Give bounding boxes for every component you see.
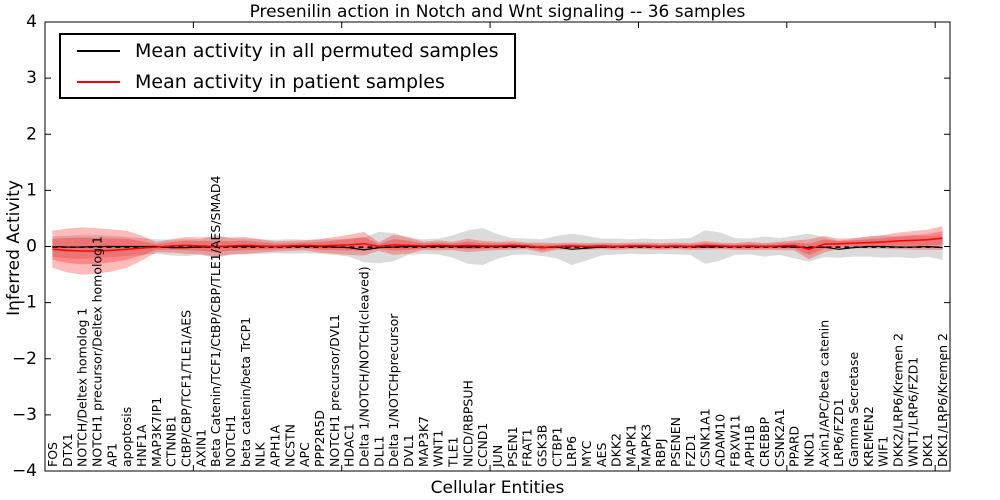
category-label: Gamma Secretase (846, 352, 861, 467)
category-label: APH1A (267, 425, 282, 467)
category-label: Delta 1/NOTCH/NOTCH(cleaved) (356, 266, 371, 467)
category-label: WIF1 (876, 436, 891, 467)
y-tick-label: −2 (12, 349, 37, 369)
category-label: Axin1/APC/beta catenin (816, 320, 831, 467)
chart-title: Presenilin action in Notch and Wnt signa… (249, 2, 746, 22)
y-tick-label: −4 (12, 461, 37, 481)
legend-label-permuted: Mean activity in all permuted samples (135, 39, 499, 62)
legend-label-patient: Mean activity in patient samples (135, 70, 445, 93)
category-label: NKD1 (802, 432, 817, 467)
category-label: HNF1A (134, 424, 149, 467)
permuted-line-swatch (77, 49, 120, 52)
legend: Mean activity in all permuted samples Me… (59, 33, 516, 99)
category-label: LRP6/FZD1 (831, 398, 846, 467)
category-label: RBPJ (653, 439, 668, 468)
category-label: apoptosis (119, 407, 134, 467)
category-label: CCND1 (475, 423, 490, 467)
category-label: FZD1 (683, 434, 698, 467)
category-label: PPARD (787, 426, 802, 467)
patient-line-swatch (77, 80, 120, 83)
category-label: NOTCH1 precursor/DVL1 (327, 314, 342, 467)
category-label: NICD/RBPSUH (460, 380, 475, 467)
category-label: APC (297, 442, 312, 467)
category-label: Beta Catenin/TCF1/CtBP/CBP/TLE1/AES/SMAD… (208, 176, 223, 467)
category-label: AES (594, 443, 609, 467)
category-label: GSK3B (535, 425, 550, 467)
category-label: CTBP1 (549, 427, 564, 467)
y-tick-label: −3 (12, 405, 37, 425)
category-label: DKK2 (609, 433, 624, 467)
category-label: FRAT1 (520, 428, 535, 467)
y-tick-label: 4 (26, 12, 37, 32)
category-label: KREMEN2 (861, 406, 876, 467)
category-label: JUN (490, 445, 505, 468)
category-label: CREBBP (757, 417, 772, 467)
category-label: NCSTN (282, 424, 297, 467)
y-tick-label: −1 (12, 293, 37, 313)
category-label: TLE1 (445, 437, 460, 468)
category-label: NOTCH1 precursor/Deltex homolog 1 (89, 236, 104, 467)
category-label: DTX1 (60, 433, 75, 467)
category-label: MAPK3 (638, 424, 653, 467)
category-label: HDAC1 (342, 423, 357, 467)
category-label: MAP3K7 (416, 416, 431, 467)
category-label: FBXW11 (727, 414, 742, 467)
category-label: DVL1 (401, 434, 416, 467)
category-label: DLL1 (371, 435, 386, 467)
category-label: LRP6 (564, 436, 579, 467)
category-label: PSENEN (668, 417, 683, 467)
category-label: NOTCH/Deltex homolog 1 (75, 308, 90, 467)
category-label: NLK (253, 442, 268, 467)
category-label: CTNNB1 (164, 415, 179, 467)
category-label: DKK1 (920, 433, 935, 467)
category-label: PPP2R5D (312, 410, 327, 467)
category-label: WNT1/LRP6/FZD1 (905, 357, 920, 467)
category-label: CtBP/CBP/TCF1/TLE1/AES (178, 310, 193, 467)
legend-item-permuted: Mean activity in all permuted samples (61, 35, 514, 66)
legend-item-patient: Mean activity in patient samples (61, 66, 514, 97)
patient-outer-band (52, 226, 943, 275)
category-label: FOS (45, 442, 60, 467)
y-tick-label: 3 (26, 68, 37, 88)
category-label: Delta 1/NOTCHprecursor (386, 313, 401, 467)
category-label: NOTCH1 (223, 415, 238, 467)
patient-mean-line (52, 237, 943, 252)
category-label: WNT1 (431, 430, 446, 467)
category-label: ADAM10 (713, 414, 728, 467)
category-label: MAP3K7IP1 (149, 397, 164, 467)
category-label: AXIN1 (193, 429, 208, 467)
category-label: AP1 (104, 443, 119, 467)
category-label: DKK1/LRP6/Kremen 2 (935, 333, 950, 467)
y-tick-label: 2 (26, 124, 37, 144)
category-label: MAPK1 (624, 424, 639, 467)
category-label: APH1B (742, 425, 757, 467)
x-axis-label: Cellular Entities (430, 478, 565, 498)
category-label: CSNK1A1 (698, 408, 713, 467)
category-label: PSEN1 (505, 426, 520, 467)
category-label: CSNK2A1 (772, 408, 787, 467)
category-label: beta catenin/beta TrCP1 (238, 317, 253, 467)
category-label: DKK2/LRP6/Kremen 2 (891, 333, 906, 467)
y-tick-label: 1 (26, 180, 37, 200)
y-tick-label: 0 (26, 237, 37, 257)
category-label: MYC (579, 440, 594, 467)
